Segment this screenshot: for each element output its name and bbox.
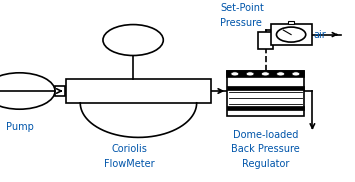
- Text: FlowMeter: FlowMeter: [104, 159, 155, 169]
- Bar: [271, 24, 312, 45]
- Circle shape: [231, 72, 239, 76]
- Circle shape: [277, 27, 306, 42]
- Circle shape: [277, 72, 285, 76]
- Text: Regulator: Regulator: [242, 159, 289, 169]
- Circle shape: [246, 72, 254, 76]
- Text: Coriolis: Coriolis: [111, 144, 148, 154]
- Bar: [288, 21, 294, 24]
- Bar: [227, 71, 304, 77]
- Bar: [258, 32, 273, 49]
- Text: air: air: [313, 30, 326, 39]
- Text: Dome-loaded: Dome-loaded: [233, 130, 298, 140]
- Text: Pressure: Pressure: [220, 18, 262, 28]
- Bar: [227, 106, 304, 110]
- Circle shape: [103, 25, 163, 56]
- Bar: [66, 79, 211, 103]
- Text: Back Pressure: Back Pressure: [231, 144, 300, 154]
- Bar: [227, 71, 304, 116]
- Text: Set-Point: Set-Point: [220, 3, 264, 13]
- Text: FT: FT: [126, 36, 140, 46]
- Bar: [227, 86, 304, 90]
- Circle shape: [261, 72, 269, 76]
- Text: Pump: Pump: [6, 122, 33, 132]
- Bar: [55, 86, 65, 96]
- Circle shape: [292, 72, 300, 76]
